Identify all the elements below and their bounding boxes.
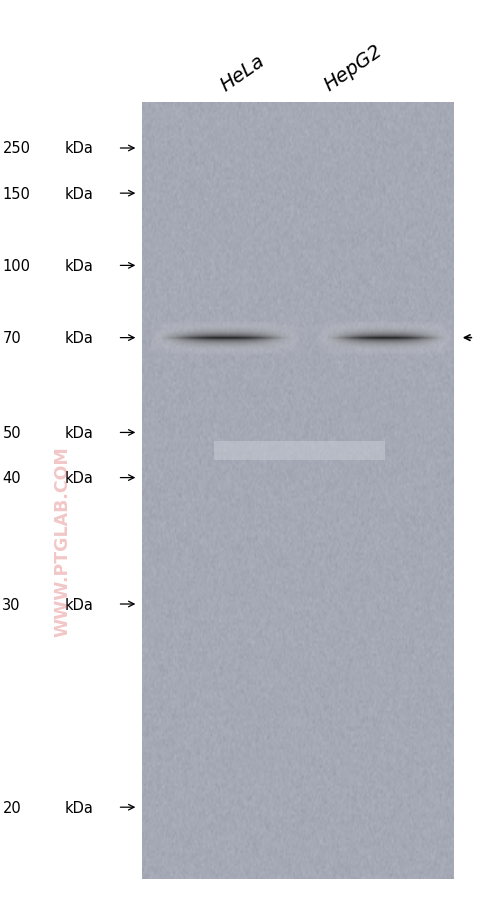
Text: kDa: kDa [65,187,94,201]
Text: kDa: kDa [65,426,94,440]
Text: 20: 20 [2,800,21,815]
Text: kDa: kDa [65,142,94,156]
Text: 250: 250 [2,142,30,156]
Text: 40: 40 [2,471,21,485]
Text: 150: 150 [2,187,30,201]
Text: kDa: kDa [65,597,94,612]
Text: kDa: kDa [65,800,94,815]
Text: WWW.PTGLAB.COM: WWW.PTGLAB.COM [53,446,72,637]
Text: kDa: kDa [65,331,94,345]
FancyBboxPatch shape [214,442,385,460]
Text: kDa: kDa [65,259,94,273]
Text: HepG2: HepG2 [320,41,385,95]
Text: 100: 100 [2,259,30,273]
Text: 50: 50 [2,426,21,440]
Text: 30: 30 [2,597,21,612]
Text: kDa: kDa [65,471,94,485]
Text: 70: 70 [2,331,21,345]
Text: HeLa: HeLa [216,51,268,95]
